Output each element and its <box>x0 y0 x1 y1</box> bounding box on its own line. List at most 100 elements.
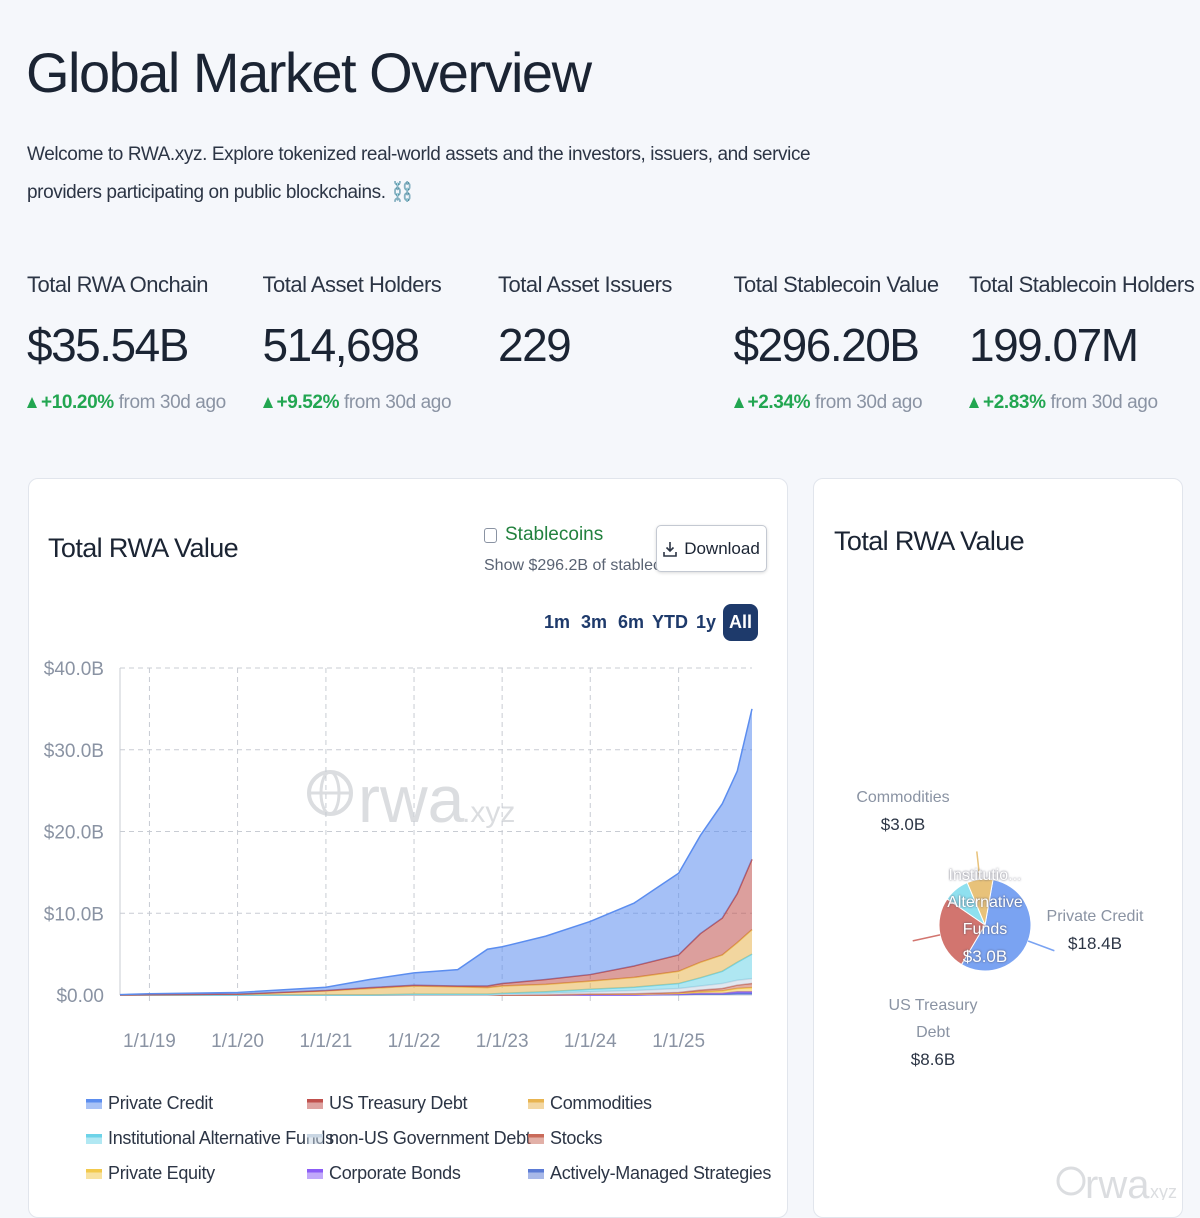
change-value: +2.34% <box>747 392 811 413</box>
range-button[interactable]: 6m <box>618 612 645 632</box>
stat-label: Total Asset Issuers <box>498 272 672 297</box>
legend-swatch <box>307 1133 323 1144</box>
up-arrow <box>733 397 744 408</box>
toggle-note: Show $296.2B of stablecoins <box>484 557 691 574</box>
legend-item[interactable]: Stocks <box>528 1128 603 1149</box>
y-tick-label: $40.0B <box>44 659 104 680</box>
pie-label: US Treasury Debt $8.6B <box>878 992 988 1073</box>
up-arrow <box>27 397 37 408</box>
stat-label: Total Stablecoin Holders <box>969 272 1195 297</box>
up-arrow <box>969 397 979 408</box>
change-value: +9.52% <box>276 392 340 413</box>
pie-value: $3.0B <box>962 947 1008 966</box>
range-button[interactable]: All <box>723 604 759 641</box>
stat: Total Stablecoin Value $296.20B +2.34% fro… <box>733 272 964 414</box>
y-tick-label: $30.0B <box>44 741 104 762</box>
legend-swatch <box>307 1098 323 1109</box>
legend-swatch <box>86 1098 102 1109</box>
leader-line <box>976 851 981 880</box>
watermark-suffix: .xyz <box>462 796 515 829</box>
watermark: rwa.xyz <box>307 762 515 836</box>
download-button[interactable]: Download <box>656 525 767 572</box>
stat-value: 229 <box>498 319 572 371</box>
legend-item[interactable]: Commodities <box>528 1093 652 1114</box>
area-line <box>119 708 753 996</box>
x-tick-label: 1/1/24 <box>564 1031 617 1052</box>
range-button[interactable]: 1m <box>544 612 571 632</box>
stat: Total RWA Onchain $35.54B +10.20% from 30d… <box>27 272 257 414</box>
range-button[interactable]: YTD <box>652 612 688 632</box>
legend-label: Institutional Alternative Funds <box>108 1128 334 1148</box>
legend-label: US Treasury Debt <box>329 1093 468 1113</box>
x-tick-label: 1/1/25 <box>652 1031 705 1052</box>
legend-label: Commodities <box>550 1093 652 1113</box>
stat-change: +9.52% from 30d ago <box>262 392 493 414</box>
change-value: +2.83% <box>983 392 1046 413</box>
stat: Total Stablecoin Holders 199.07M +2.83% fr… <box>969 272 1199 414</box>
x-tick-label: 1/1/23 <box>476 1031 529 1052</box>
x-tick-label: 1/1/20 <box>211 1031 264 1052</box>
x-tick-label: 1/1/19 <box>123 1031 176 1052</box>
legend-item[interactable]: non-US Government Debt <box>307 1128 531 1149</box>
y-tick-label: $20.0B <box>44 823 104 844</box>
legend-item[interactable]: Private Credit <box>86 1093 213 1114</box>
change-period: from 30d ago <box>343 392 452 413</box>
toggle-label: Stablecoins <box>505 524 604 545</box>
page-title: Global Market Overview <box>26 41 592 104</box>
stat: Total Asset Issuers 229 <box>498 272 728 372</box>
x-tick-label: 1/1/21 <box>300 1031 353 1052</box>
change-period: from 30d ago <box>1050 392 1158 413</box>
legend-label: Private Equity <box>108 1163 215 1183</box>
range-button[interactable]: 3m <box>581 612 608 632</box>
leader-line <box>1027 940 1055 952</box>
y-tick-label: $0.00 <box>56 986 104 1007</box>
stat-label: Total RWA Onchain <box>27 272 209 297</box>
download-icon <box>663 541 677 557</box>
pie-category: Commodities <box>856 789 950 806</box>
stat-change: +2.83% from 30d ago <box>969 392 1199 414</box>
stat-label: Total Asset Holders <box>262 272 442 297</box>
pie-value: $18.4B <box>1068 934 1122 953</box>
watermark-globe <box>1056 1166 1086 1196</box>
stat: Total Asset Holders 514,698 +9.52% from 30… <box>262 272 493 414</box>
legend-swatch <box>307 1168 323 1179</box>
stat-value: 514,698 <box>262 319 420 371</box>
watermark-text: rwa <box>1085 1163 1150 1200</box>
watermark-text: rwa <box>358 762 465 836</box>
watermark: rwa.xyz <box>1056 1163 1177 1200</box>
pie-category: US Treasury Debt <box>888 997 978 1041</box>
legend-label: Corporate Bonds <box>329 1163 461 1183</box>
range-button[interactable]: 1y <box>696 612 717 632</box>
leader-line <box>912 934 941 942</box>
change-value: +10.20% <box>41 392 114 413</box>
pie-slice <box>960 879 1032 972</box>
page-subtitle: Welcome to RWA.xyz. Explore tokenized re… <box>27 144 811 203</box>
stat-change: +10.20% from 30d ago <box>27 392 257 414</box>
legend-item[interactable]: Private Equity <box>86 1163 215 1184</box>
pie-card <box>813 478 1183 1218</box>
stat-value: $296.20B <box>733 319 920 371</box>
legend-swatch <box>86 1133 102 1144</box>
card-title: Total RWA Value <box>834 526 1025 556</box>
stat-label: Total Stablecoin Value <box>733 272 940 297</box>
legend-item[interactable]: Institutional Alternative Funds <box>86 1128 334 1149</box>
stat-value: $35.54B <box>27 319 189 371</box>
watermark-globe <box>307 770 353 816</box>
legend-item[interactable]: US Treasury Debt <box>307 1093 468 1114</box>
pie-chart: rwa.xyz <box>912 851 1177 1200</box>
pie-label: Institutio... Alternative Funds $3.0B <box>935 862 1035 970</box>
pie-category: Institutio... Alternative Funds <box>947 867 1023 938</box>
legend-item[interactable]: Corporate Bonds <box>307 1163 461 1184</box>
area-card <box>28 478 788 1218</box>
stablecoin-toggle[interactable]: Stablecoins <box>484 524 603 546</box>
pie-slice <box>966 878 994 927</box>
legend-item[interactable]: Actively-Managed Strategies <box>528 1163 771 1184</box>
pie-value: $3.0B <box>880 815 926 834</box>
legend-swatch <box>528 1133 544 1144</box>
legend-swatch <box>528 1098 544 1109</box>
checkbox[interactable] <box>484 527 497 543</box>
legend-swatch <box>86 1168 102 1179</box>
watermark-globe <box>319 770 341 816</box>
legend-label: non-US Government Debt <box>329 1128 531 1148</box>
